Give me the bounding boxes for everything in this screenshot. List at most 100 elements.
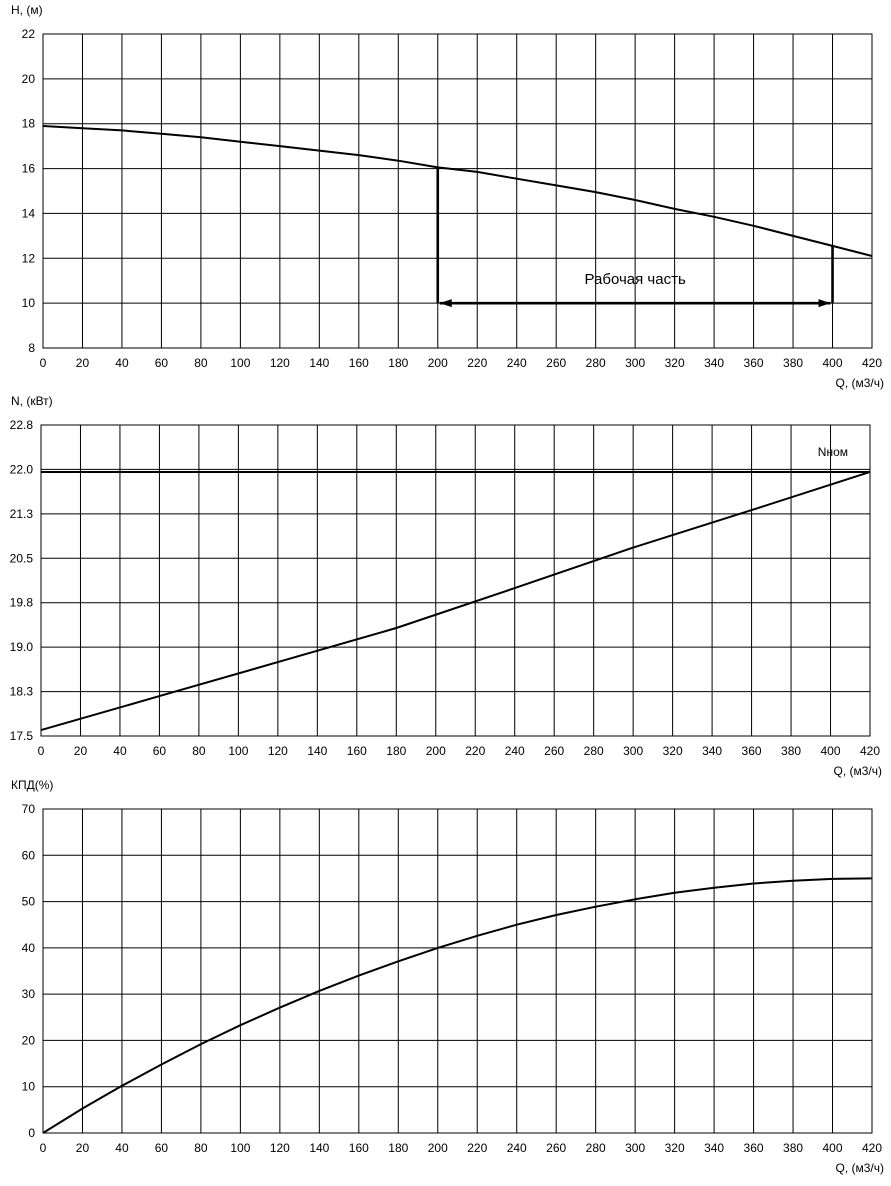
series-line-0 — [42, 877, 873, 1134]
x-tick-label: 280 — [586, 356, 606, 370]
x-tick-label: 380 — [783, 1141, 803, 1155]
x-tick-label: 280 — [586, 1141, 606, 1155]
x-tick-label: 40 — [113, 744, 127, 758]
x-tick-label: 360 — [742, 744, 762, 758]
x-tick-label: 240 — [507, 356, 527, 370]
x-tick-label: 260 — [544, 744, 564, 758]
y-tick-label: 22.0 — [10, 462, 34, 476]
x-tick-label: 280 — [584, 744, 604, 758]
x-tick-label: 160 — [349, 1141, 369, 1155]
x-tick-label: 60 — [155, 1141, 169, 1155]
power-chart: 0 20 40 60 80 100 120 140 160 180 200 220 240 260 280 3… — [10, 394, 882, 778]
x-tick-label: 420 — [860, 744, 880, 758]
y-tick-label: 19.8 — [10, 596, 34, 610]
x-tick-label: 340 — [704, 1141, 724, 1155]
y-tick-label: 14 — [22, 206, 36, 220]
x-tick-label: 260 — [546, 356, 566, 370]
x-tick-label: 120 — [268, 744, 288, 758]
y-tick-label: 20.5 — [10, 551, 34, 565]
x-tick-label: 20 — [76, 1141, 90, 1155]
y-tick-label: 8 — [28, 341, 35, 355]
x-tick-label: 400 — [823, 1141, 843, 1155]
x-tick-label: 300 — [625, 1141, 645, 1155]
y-tick-label: 40 — [22, 941, 36, 955]
plot-frame — [40, 424, 871, 737]
head-chart: 0 20 40 60 80 100 120 140 160 180 200 220 240 260 280 3… — [11, 3, 884, 390]
x-tick-label: 220 — [467, 356, 487, 370]
x-tick-label: 80 — [192, 744, 206, 758]
plot-frame — [42, 33, 873, 349]
x-tick-label: 220 — [467, 1141, 487, 1155]
x-tick-label: 180 — [388, 356, 408, 370]
x-tick-label: 0 — [40, 1141, 47, 1155]
y-tick-label: 20 — [22, 1033, 36, 1047]
x-tick-label: 380 — [783, 356, 803, 370]
working-range-label: Рабочая часть — [585, 271, 686, 288]
x-tick-label: 140 — [309, 1141, 329, 1155]
y-tick-label: 70 — [22, 802, 36, 816]
x-tick-label: 160 — [347, 744, 367, 758]
y-tick-label: 20 — [22, 72, 36, 86]
x-tick-label: 260 — [546, 1141, 566, 1155]
y-tick-label: 16 — [22, 162, 36, 176]
y-tick-label: 0 — [28, 1126, 35, 1140]
arrow-head-right — [818, 299, 831, 308]
x-tick-label: 240 — [507, 1141, 527, 1155]
x-axis-title: Q, (м3/ч) — [833, 764, 882, 778]
x-tick-label: 400 — [823, 356, 843, 370]
y-tick-label: 10 — [22, 296, 36, 310]
y-tick-label: 30 — [22, 987, 36, 1001]
x-tick-label: 320 — [665, 356, 685, 370]
y-tick-label: 22 — [22, 27, 36, 41]
x-tick-label: 200 — [428, 356, 448, 370]
x-axis-title: Q, (м3/ч) — [835, 1161, 884, 1175]
y-tick-label: 50 — [22, 895, 36, 909]
x-axis-title: Q, (м3/ч) — [835, 376, 884, 390]
x-tick-label: 200 — [426, 744, 446, 758]
plot-frame — [42, 808, 873, 1134]
x-tick-label: 180 — [388, 1141, 408, 1155]
x-tick-label: 0 — [40, 356, 47, 370]
x-tick-label: 420 — [862, 1141, 882, 1155]
arrow-head-left — [439, 299, 452, 308]
x-tick-label: 220 — [465, 744, 485, 758]
x-tick-label: 420 — [862, 356, 882, 370]
y-tick-label: 18 — [22, 117, 36, 131]
x-tick-label: 60 — [153, 744, 167, 758]
x-tick-label: 0 — [38, 744, 45, 758]
x-tick-label: 340 — [704, 356, 724, 370]
x-tick-label: 180 — [386, 744, 406, 758]
x-tick-label: 320 — [663, 744, 683, 758]
x-tick-label: 20 — [74, 744, 88, 758]
y-axis-title: N, (кВт) — [11, 394, 53, 408]
x-tick-label: 60 — [155, 356, 169, 370]
y-tick-label: 22.8 — [10, 418, 34, 432]
x-tick-label: 300 — [623, 744, 643, 758]
y-tick-label: 18.3 — [10, 685, 34, 699]
x-tick-label: 160 — [349, 356, 369, 370]
series-line-0 — [40, 470, 871, 732]
x-tick-label: 40 — [115, 356, 129, 370]
nominal-power-label: Nном — [818, 445, 848, 459]
x-tick-label: 100 — [230, 1141, 250, 1155]
y-tick-label: 21.3 — [10, 507, 34, 521]
x-tick-label: 320 — [665, 1141, 685, 1155]
y-tick-label: 60 — [22, 848, 36, 862]
x-tick-label: 380 — [781, 744, 801, 758]
x-tick-label: 360 — [744, 1141, 764, 1155]
x-tick-label: 340 — [702, 744, 722, 758]
y-tick-label: 12 — [22, 251, 36, 265]
y-tick-label: 10 — [22, 1080, 36, 1094]
y-axis-title: H, (м) — [11, 3, 43, 17]
x-tick-label: 120 — [270, 1141, 290, 1155]
x-tick-label: 80 — [194, 356, 208, 370]
x-tick-label: 300 — [625, 356, 645, 370]
y-tick-label: 17.5 — [10, 729, 34, 743]
y-tick-label: 19.0 — [10, 640, 34, 654]
x-tick-label: 140 — [309, 356, 329, 370]
series-line-0 — [42, 125, 873, 257]
x-tick-label: 200 — [428, 1141, 448, 1155]
x-tick-label: 100 — [228, 744, 248, 758]
x-tick-label: 360 — [744, 356, 764, 370]
